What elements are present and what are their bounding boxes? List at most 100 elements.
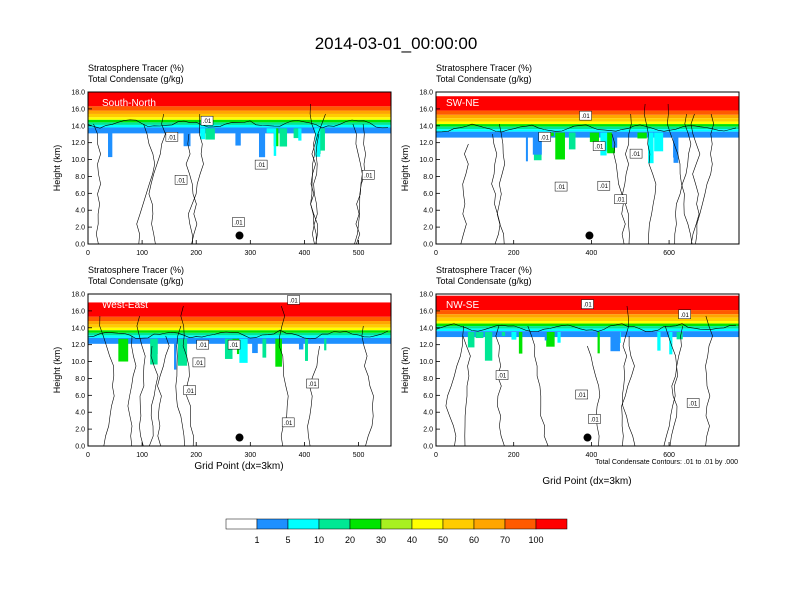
y-tick-label: 16.0 xyxy=(71,308,85,315)
colorbar-swatch xyxy=(256,518,289,530)
axis-ticks: 0 100 200 300 400 500 0.0 2.0 4.0 6.0 8.0 10.0 12.0 1… xyxy=(71,292,364,460)
y-tick-label: 0.0 xyxy=(423,242,433,249)
contour-label-box xyxy=(686,398,700,408)
tracer-plume xyxy=(511,332,517,340)
tracer-plume xyxy=(597,332,600,354)
contour-label: .01 xyxy=(289,298,298,304)
contour-label: .01 xyxy=(689,401,698,407)
contour-line xyxy=(621,305,636,446)
y-tick-label: 14.0 xyxy=(71,325,85,332)
tracer-plume xyxy=(262,338,267,358)
tracer-band xyxy=(436,321,739,324)
contour-line xyxy=(496,123,506,244)
panel-sw-ne: Stratosphere Tracer (%) Total Condensate… xyxy=(400,63,740,258)
y-tick-label: 4.0 xyxy=(75,208,85,215)
tracer-plume xyxy=(654,132,664,152)
x-tick-label: 400 xyxy=(299,250,311,257)
x-tick-label: 600 xyxy=(663,250,675,257)
x-tick-label: 200 xyxy=(190,452,202,459)
x-tick-label: 500 xyxy=(353,452,365,459)
tracer-plume xyxy=(475,332,484,339)
x-tick-label: 100 xyxy=(136,250,148,257)
y-tick-label: 18.0 xyxy=(71,292,85,299)
contour-label-box xyxy=(287,295,300,305)
tracer-band xyxy=(436,326,739,329)
tracer-plume xyxy=(183,128,191,147)
colorbar-label: 50 xyxy=(438,535,448,545)
contour-line xyxy=(436,323,737,333)
contour-line xyxy=(307,345,320,446)
tracer-plume xyxy=(501,332,506,336)
y-tick-label: 12.0 xyxy=(419,342,433,349)
colorbar-label: 100 xyxy=(528,535,543,545)
condensate-contours: .01 .01 .01 .01 .01 .01 xyxy=(436,299,737,446)
contour-line xyxy=(352,123,363,244)
colorbar-swatch xyxy=(535,518,568,530)
contour-label: .01 xyxy=(308,382,317,388)
condensate-contours: .01 .01 .01 .01 .01 .01 .01 xyxy=(88,295,389,446)
y-tick-label: 6.0 xyxy=(423,191,433,198)
colorbar-swatch xyxy=(411,518,444,530)
tracer-plume xyxy=(657,332,661,351)
contour-line xyxy=(185,133,198,244)
tracer-band xyxy=(88,330,391,333)
contour-label: .01 xyxy=(177,178,186,184)
x-tick-label: 0 xyxy=(434,452,438,459)
tracer-plume xyxy=(118,338,129,362)
heatmap-field xyxy=(436,96,739,164)
tracer-plume xyxy=(273,128,277,156)
contour-line xyxy=(690,113,701,244)
contour-line xyxy=(666,103,693,244)
tracer-band xyxy=(88,324,391,328)
contour-label: .01 xyxy=(600,184,609,190)
y-tick-label: 16.0 xyxy=(419,106,433,113)
contour-label-box xyxy=(306,378,319,389)
panel-label: NW-SE xyxy=(446,300,479,311)
colorbar-swatch xyxy=(442,518,475,530)
tracer-band xyxy=(88,119,391,123)
panel-west-east: Stratosphere Tracer (%) Total Condensate… xyxy=(52,265,392,472)
axis-ticks: 0 100 200 300 400 500 0.0 2.0 4.0 6.0 8.0 10.0 12.0 1… xyxy=(71,90,364,258)
tracer-plume xyxy=(467,332,475,348)
figure-title: 2014-03-01_00:00:00 xyxy=(315,34,478,53)
contour-label: .01 xyxy=(195,361,204,367)
panel-subtitle-line1: Stratosphere Tracer (%) xyxy=(88,63,184,73)
axis-ticks: 0 200 400 600 0.0 2.0 4.0 6.0 8.0 10.0 12.0 14.0 16.… xyxy=(419,90,675,258)
contour-label-box xyxy=(592,141,606,151)
contour-line xyxy=(136,123,156,244)
tracer-band xyxy=(88,321,391,325)
tracer-band xyxy=(88,106,391,111)
contour-line xyxy=(136,315,146,446)
tracer-plume xyxy=(568,132,576,150)
y-tick-label: 0.0 xyxy=(75,242,85,249)
y-tick-label: 16.0 xyxy=(419,308,433,315)
contour-line xyxy=(93,123,101,244)
contour-label-box xyxy=(538,132,552,142)
tracer-plume xyxy=(676,332,683,340)
tracer-plume xyxy=(610,332,620,352)
x-tick-label: 0 xyxy=(86,452,90,459)
y-axis-label: Height (km) xyxy=(400,347,410,394)
panel-nw-se: Stratosphere Tracer (%) Total Condensate… xyxy=(400,265,740,487)
contour-label-box xyxy=(183,385,196,396)
contour-label: .01 xyxy=(284,421,293,427)
tracer-plume xyxy=(174,338,177,370)
colorbar-swatch xyxy=(287,518,320,530)
tracer-plume xyxy=(150,338,158,365)
panel-label: SW-NE xyxy=(446,98,479,109)
colorbar-label: 10 xyxy=(314,535,324,545)
tracer-band xyxy=(88,327,391,331)
contour-label-box xyxy=(362,170,375,180)
contour-label-box xyxy=(575,389,588,400)
contour-label: .01 xyxy=(616,198,625,204)
tracer-plume xyxy=(518,332,523,354)
x-tick-label: 600 xyxy=(663,452,675,459)
contour-line xyxy=(309,103,317,244)
contour-line xyxy=(187,113,204,244)
tracer-plume xyxy=(525,132,528,162)
tracer-band xyxy=(436,131,739,138)
contour-label: .01 xyxy=(364,173,373,179)
contour-line xyxy=(127,335,137,446)
y-tick-label: 14.0 xyxy=(419,325,433,332)
contour-label: .01 xyxy=(541,135,550,141)
